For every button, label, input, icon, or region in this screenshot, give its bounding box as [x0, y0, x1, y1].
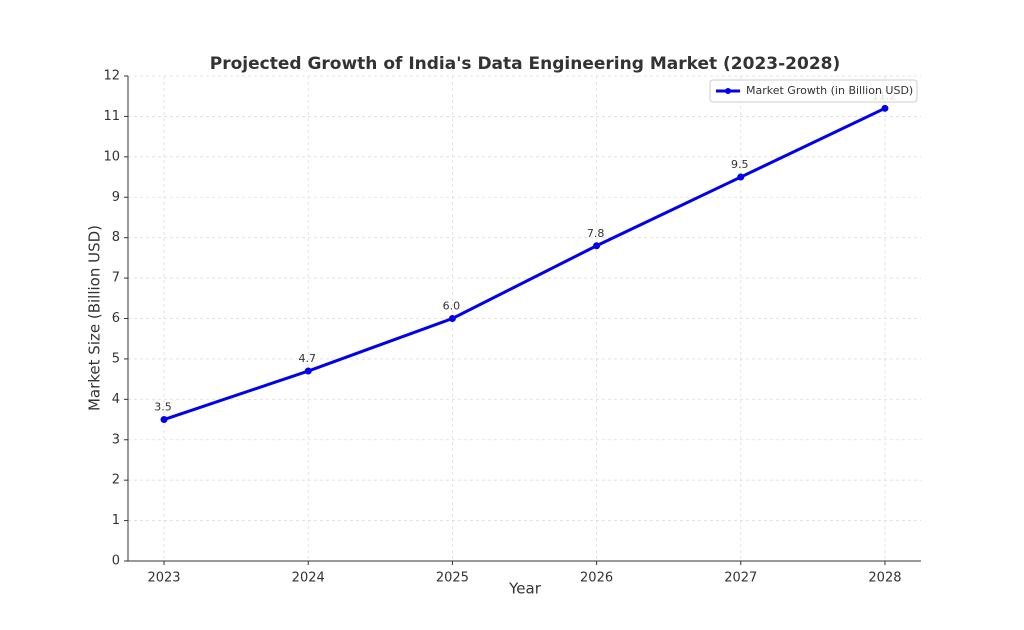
x-tick-label: 2026 [580, 571, 613, 586]
y-tick-label: 12 [103, 69, 120, 84]
legend-label: Market Growth (in Billion USD) [746, 84, 913, 97]
data-line [163, 106, 886, 421]
data-point [593, 242, 601, 250]
y-tick-label: 10 [103, 149, 120, 164]
data-point [448, 315, 456, 322]
data-point [160, 416, 168, 424]
data-point [881, 104, 889, 112]
legend-marker [725, 88, 731, 94]
x-tick-label: 2028 [868, 571, 901, 586]
y-tick-label: 4 [112, 392, 120, 407]
y-tick-label: 9 [112, 190, 120, 205]
x-tick-label: 2023 [147, 571, 180, 586]
data-point [737, 173, 745, 181]
y-tick-label: 0 [112, 554, 120, 569]
x-tick-label: 2025 [436, 571, 469, 586]
chart-title: Projected Growth of India's Data Enginee… [210, 54, 841, 74]
legend-box [709, 79, 918, 103]
data-label: 9.5 [731, 158, 749, 171]
y-tick-label: 3 [112, 432, 120, 447]
y-tick-label: 11 [103, 109, 120, 124]
data-label: 3.5 [154, 401, 172, 414]
y-tick-label: 5 [112, 351, 120, 366]
data-label: 7.8 [587, 227, 605, 240]
y-tick-label: 6 [112, 311, 120, 326]
x-tick-label: 2024 [292, 571, 325, 586]
y-tick-label: 1 [112, 513, 120, 528]
y-tick-label: 7 [112, 271, 120, 286]
y-tick-label: 2 [112, 473, 120, 488]
x-tick-label: 2027 [724, 571, 757, 586]
data-label: 6.0 [443, 300, 461, 313]
x-axis-label: Year [508, 580, 542, 598]
y-tick-label: 8 [112, 230, 120, 245]
data-label: 4.7 [298, 352, 316, 365]
data-point [304, 367, 312, 375]
y-axis-label: Market Size (Billion USD) [86, 225, 104, 411]
